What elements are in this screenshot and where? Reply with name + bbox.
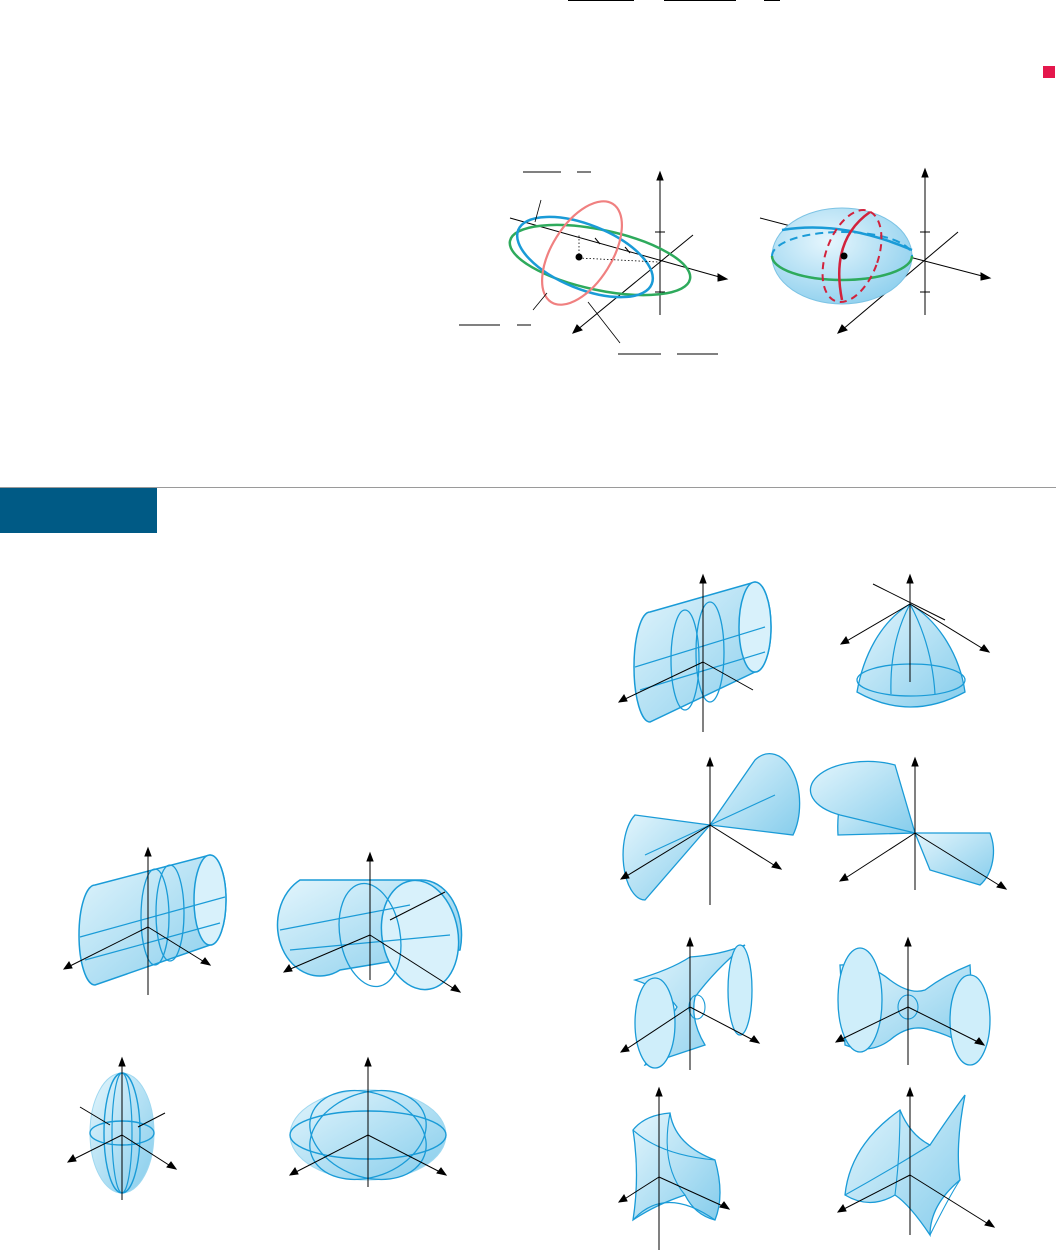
x-axis <box>576 234 694 331</box>
cone-a-figure <box>619 753 801 905</box>
end-of-proof-marker <box>1043 66 1055 78</box>
cylinder-c-figure <box>617 573 772 732</box>
blue-trace <box>515 215 655 299</box>
cylinder-a-figure <box>62 846 227 995</box>
saddle-a-figure <box>617 1086 731 1250</box>
cylinder-b-figure <box>276 851 463 993</box>
saddle-b-figure <box>836 1086 996 1238</box>
hyperboloid-a-figure <box>619 936 761 1070</box>
fraction-bar <box>664 0 736 1</box>
fraction-bar <box>568 0 634 1</box>
paraboloid-figure <box>839 573 991 708</box>
fraction-bar <box>764 0 780 1</box>
leader-line <box>587 301 621 344</box>
ellipsoid-flat-figure <box>288 1056 448 1187</box>
ellipsoid-tall-figure <box>66 1056 178 1200</box>
section-rule <box>0 487 1056 488</box>
hyperboloid-b-figure <box>834 936 991 1066</box>
ellipsoid-traces-figure <box>459 170 729 355</box>
cone-b-figure <box>809 756 1008 890</box>
red-trace <box>541 200 623 306</box>
leader-line <box>534 199 542 223</box>
center-point <box>575 253 583 261</box>
leader-line <box>532 292 548 311</box>
ellipsoid-surface-figure <box>759 167 992 334</box>
section-tab <box>0 488 157 533</box>
